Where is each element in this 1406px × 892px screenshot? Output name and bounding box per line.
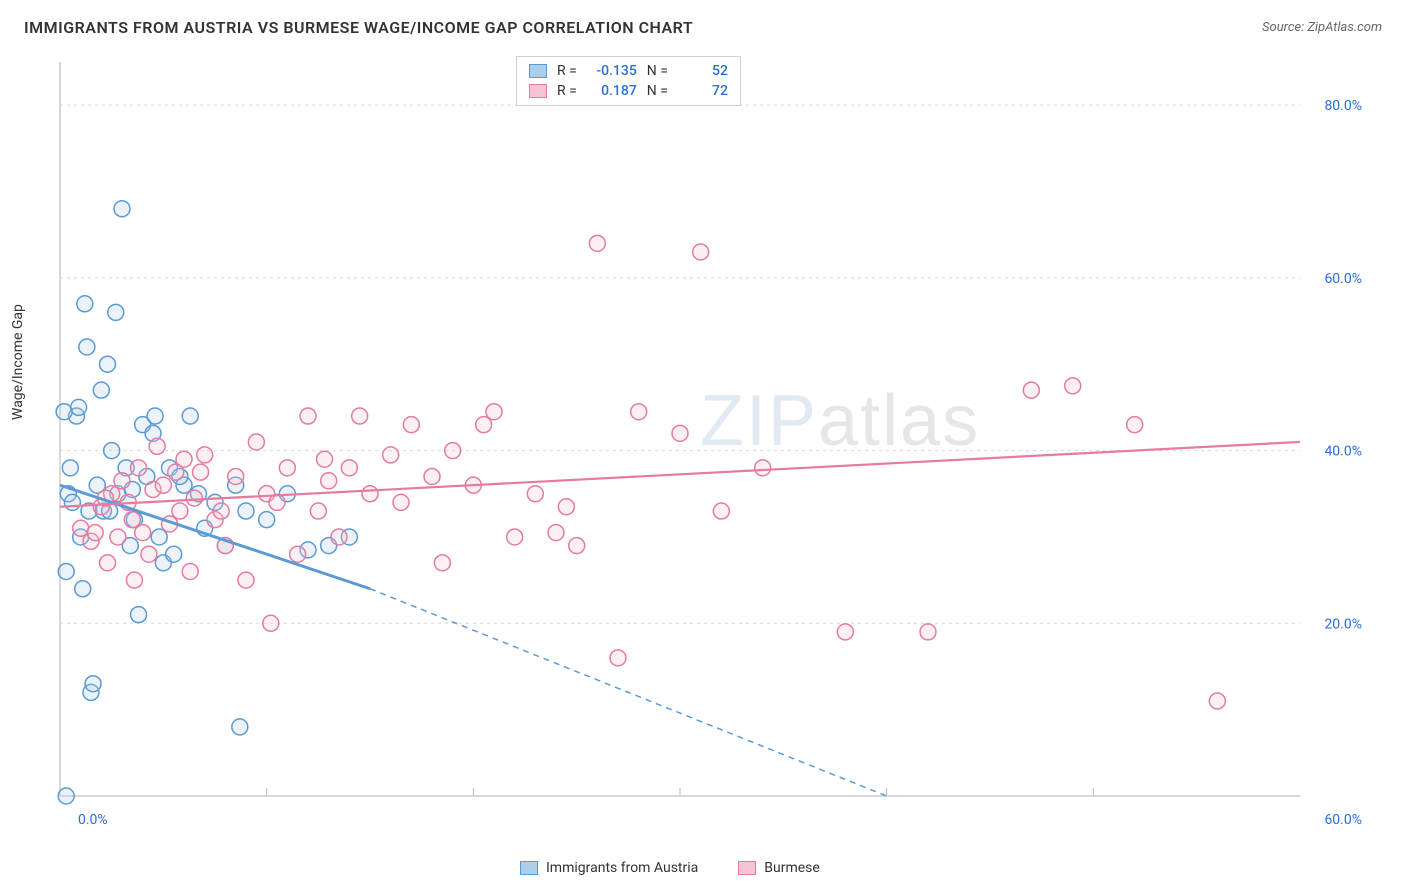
n-value-burmese: 72 — [678, 83, 728, 99]
r-value-austria: -0.135 — [587, 63, 637, 79]
r-value-burmese: 0.187 — [587, 83, 637, 99]
svg-text:20.0%: 20.0% — [1324, 616, 1362, 632]
chart-plot-area: 20.0% 40.0% 60.0% 80.0% 0.0% 60.0% — [50, 56, 1370, 826]
swatch-austria-icon — [529, 64, 547, 78]
scatter-svg: 20.0% 40.0% 60.0% 80.0% 0.0% 60.0% — [50, 56, 1370, 826]
swatch-burmese-icon — [738, 861, 756, 875]
svg-text:60.0%: 60.0% — [1324, 271, 1362, 287]
legend-item-burmese: Burmese — [738, 860, 820, 876]
swatch-burmese-icon — [529, 84, 547, 98]
swatch-austria-icon — [520, 861, 538, 875]
chart-title: IMMIGRANTS FROM AUSTRIA VS BURMESE WAGE/… — [24, 18, 693, 37]
legend-item-austria: Immigrants from Austria — [520, 860, 698, 876]
stats-legend-box: R = -0.135 N = 52 R = 0.187 N = 72 — [516, 56, 741, 106]
svg-text:60.0%: 60.0% — [1324, 812, 1362, 826]
n-value-austria: 52 — [678, 63, 728, 79]
svg-text:0.0%: 0.0% — [78, 812, 108, 826]
svg-text:80.0%: 80.0% — [1324, 98, 1362, 114]
source-attribution: Source: ZipAtlas.com — [1262, 20, 1382, 35]
y-axis-label: Wage/Income Gap — [10, 304, 26, 420]
svg-text:40.0%: 40.0% — [1324, 444, 1362, 460]
stats-row-burmese: R = 0.187 N = 72 — [517, 81, 740, 101]
stats-row-austria: R = -0.135 N = 52 — [517, 61, 740, 81]
series-legend: Immigrants from Austria Burmese — [520, 860, 820, 876]
